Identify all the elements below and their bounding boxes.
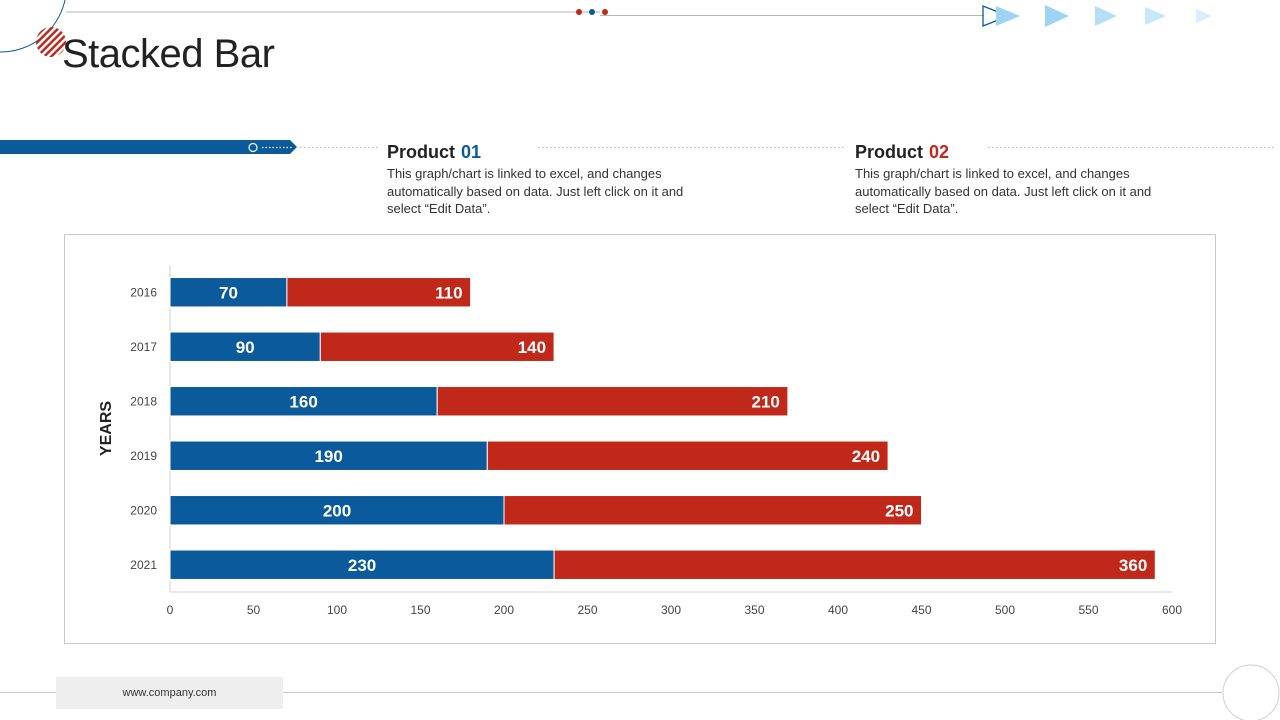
product-02-block: Product 02 This graph/chart is linked to … (855, 142, 1155, 218)
page-title: Stacked Bar (62, 32, 275, 76)
arrow-outline-icon (982, 5, 1010, 27)
footer-circle-decoration (1222, 664, 1280, 720)
chart-frame[interactable]: 0 50 100 150 200 250 300 350 400 450 500 550 600 YEAR… (64, 234, 1216, 644)
x-tick-label: 500 (995, 603, 1015, 617)
header-dot-3 (602, 9, 608, 15)
bar-segment-1[interactable] (169, 331, 321, 362)
bar-data-label: 190 (314, 447, 342, 466)
bar-segment-2[interactable] (486, 440, 889, 471)
x-tick-label: 550 (1078, 603, 1098, 617)
arrow-icon-2 (1045, 5, 1069, 27)
y-axis-title: YEARS (98, 401, 115, 456)
x-tick-label: 0 (167, 603, 174, 617)
x-tick-label: 600 (1162, 603, 1182, 617)
product-01-label: Product (387, 142, 456, 162)
product-02-description: This graph/chart is linked to excel, and… (855, 166, 1152, 216)
arrow-icon-4 (1145, 7, 1166, 25)
bar-segment-2[interactable] (436, 386, 789, 417)
y-tick-label: 2019 (130, 449, 157, 463)
x-tick-label: 300 (661, 603, 681, 617)
arrow-icon-5 (1196, 9, 1212, 23)
striped-circle-decoration (36, 27, 66, 57)
product-01-description: This graph/chart is linked to excel, and… (387, 166, 684, 216)
bar-segment-1[interactable] (169, 495, 505, 526)
bar-data-label: 360 (1119, 556, 1147, 575)
bar-data-label: 200 (323, 501, 351, 520)
x-tick-label: 400 (828, 603, 848, 617)
bar-data-label: 140 (518, 338, 546, 357)
y-tick-label: 2016 (130, 285, 157, 299)
bar-ring-decoration (248, 142, 258, 153)
bar-data-label: 160 (289, 392, 317, 411)
bar-data-label: 230 (348, 556, 376, 575)
y-tick-label: 2017 (130, 340, 157, 354)
stacked-bar-chart[interactable]: 0 50 100 150 200 250 300 350 400 450 500 550 600 YEAR… (65, 235, 1215, 643)
x-tick-label: 150 (410, 603, 430, 617)
bar-segment-2[interactable] (503, 495, 922, 526)
x-tick-label: 250 (577, 603, 597, 617)
bar-segment-2[interactable] (553, 549, 1156, 580)
bar-data-label: 70 (219, 283, 238, 302)
header-dot-2 (589, 9, 595, 15)
bar-segment-1[interactable] (169, 386, 438, 417)
bar-segment-2[interactable] (319, 331, 555, 362)
blue-bar-decoration (0, 140, 297, 154)
arrow-icon-3 (1095, 6, 1117, 26)
bar-data-label: 110 (435, 283, 462, 302)
x-tick-label: 50 (247, 603, 261, 617)
bar-segment-1[interactable] (169, 549, 555, 580)
product-01-number: 01 (461, 142, 482, 162)
x-tick-label: 200 (494, 603, 514, 617)
bar-data-label: 240 (852, 447, 880, 466)
product-01-heading: Product 01 (387, 142, 687, 163)
bar-segment-1[interactable] (169, 277, 288, 308)
x-tick-label: 350 (744, 603, 764, 617)
x-tick-label: 450 (911, 603, 931, 617)
product-02-number: 02 (929, 142, 950, 162)
bar-data-label: 250 (885, 501, 913, 520)
y-tick-label: 2018 (130, 394, 157, 408)
bar-segment-2[interactable] (286, 277, 472, 308)
y-tick-label: 2021 (130, 558, 157, 572)
bar-data-label: 90 (236, 338, 255, 357)
bar-data-label: 210 (752, 392, 780, 411)
y-tick-label: 2020 (130, 503, 157, 517)
x-tick-label: 100 (327, 603, 347, 617)
header-dot-1 (576, 9, 582, 15)
product-01-block: Product 01 This graph/chart is linked to … (387, 142, 687, 218)
bar-segment-1[interactable] (169, 440, 488, 471)
footer-website: www.company.com (56, 677, 283, 709)
product-02-heading: Product 02 (855, 142, 1155, 163)
product-02-label: Product (855, 142, 924, 162)
arrow-icon-1 (996, 6, 1020, 26)
